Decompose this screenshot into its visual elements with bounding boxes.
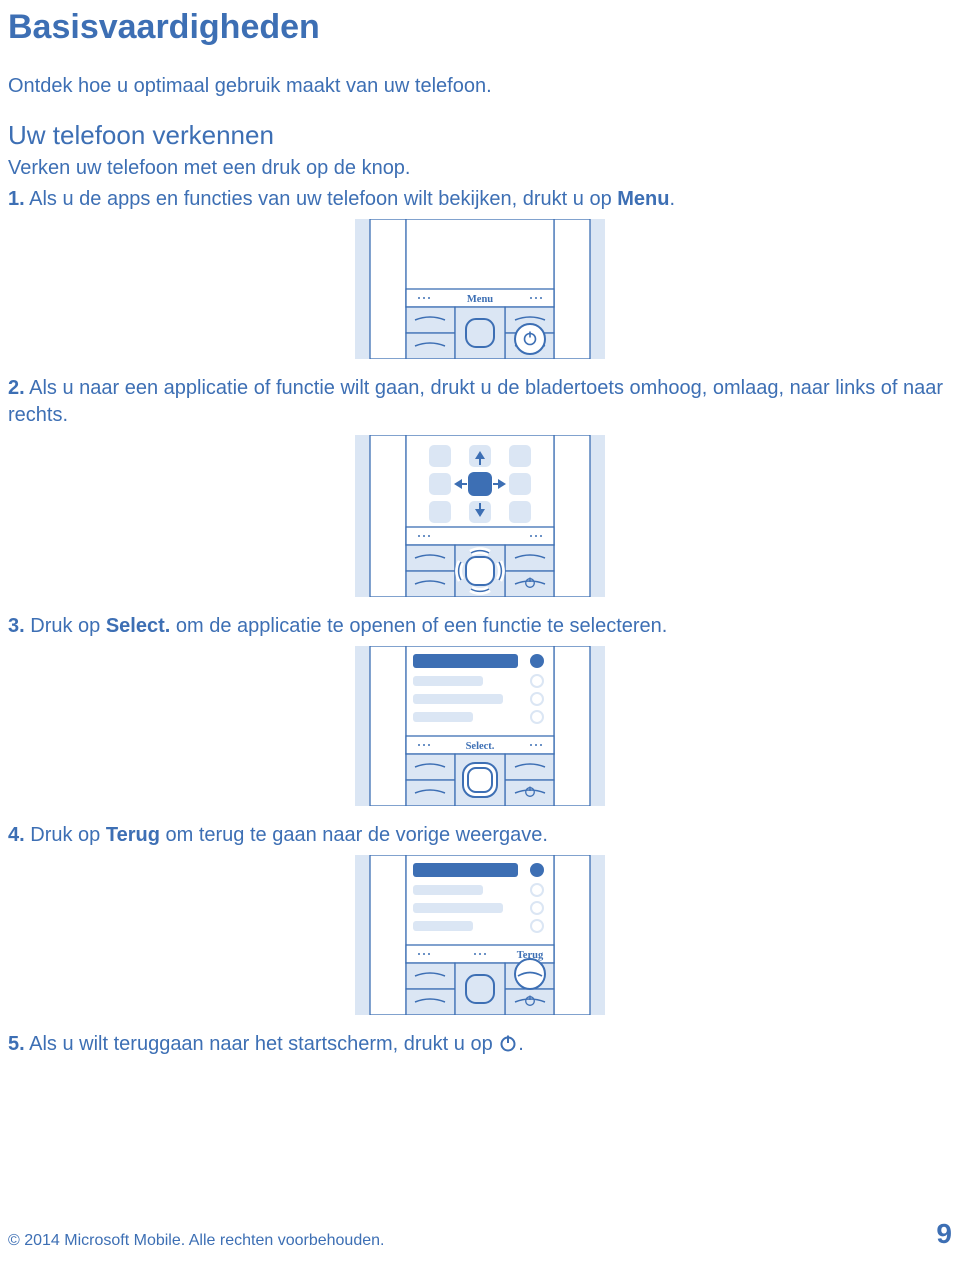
step-2-num: 2. — [8, 377, 25, 399]
power-end-icon — [498, 1033, 518, 1053]
phone1-menu-label: Menu — [467, 294, 493, 305]
page-title: Basisvaardigheden — [8, 8, 952, 47]
section-intro: Verken uw telefoon met een druk op de kn… — [8, 157, 952, 180]
step-4: 4. Druk op Terug om terug te gaan naar d… — [8, 822, 952, 849]
step-5-num: 5. — [8, 1033, 25, 1055]
intro-text: Ontdek hoe u optimaal gebruik maakt van … — [8, 75, 952, 98]
step-1-text-before: Als u de apps en functies van uw telefoo… — [25, 188, 618, 210]
section-heading: Uw telefoon verkennen — [8, 120, 952, 151]
step-1: 1. Als u de apps en functies van uw tele… — [8, 186, 952, 213]
copyright-text: © 2014 Microsoft Mobile. Alle rechten vo… — [8, 1232, 384, 1250]
step-4-bold: Terug — [106, 824, 160, 846]
phone-diagram-2 — [8, 435, 952, 597]
phone-diagram-4: Terug — [8, 855, 952, 1015]
step-5-text-after: . — [518, 1033, 524, 1055]
step-1-text-after: . — [669, 188, 675, 210]
step-4-text-after: om terug te gaan naar de vorige weergave… — [160, 824, 548, 846]
step-4-num: 4. — [8, 824, 25, 846]
phone-diagram-3: Select. — [8, 646, 952, 806]
step-1-num: 1. — [8, 188, 25, 210]
step-2: 2. Als u naar een applicatie of functie … — [8, 375, 952, 429]
step-1-bold: Menu — [617, 188, 669, 210]
step-3: 3. Druk op Select. om de applicatie te o… — [8, 613, 952, 640]
step-3-num: 3. — [8, 615, 25, 637]
step-5: 5. Als u wilt teruggaan naar het startsc… — [8, 1031, 952, 1058]
step-3-text-after: om de applicatie te openen of een functi… — [170, 615, 667, 637]
step-3-text-before: Druk op — [25, 615, 106, 637]
step-2-text: Als u naar een applicatie of functie wil… — [8, 377, 943, 426]
step-4-text-before: Druk op — [25, 824, 106, 846]
phone-diagram-1: Menu — [8, 219, 952, 359]
page-number: 9 — [936, 1218, 952, 1250]
step-5-text-before: Als u wilt teruggaan naar het startscher… — [25, 1033, 499, 1055]
step-3-bold: Select. — [106, 615, 170, 637]
page-footer: © 2014 Microsoft Mobile. Alle rechten vo… — [8, 1218, 952, 1250]
phone3-select-label: Select. — [466, 741, 495, 752]
